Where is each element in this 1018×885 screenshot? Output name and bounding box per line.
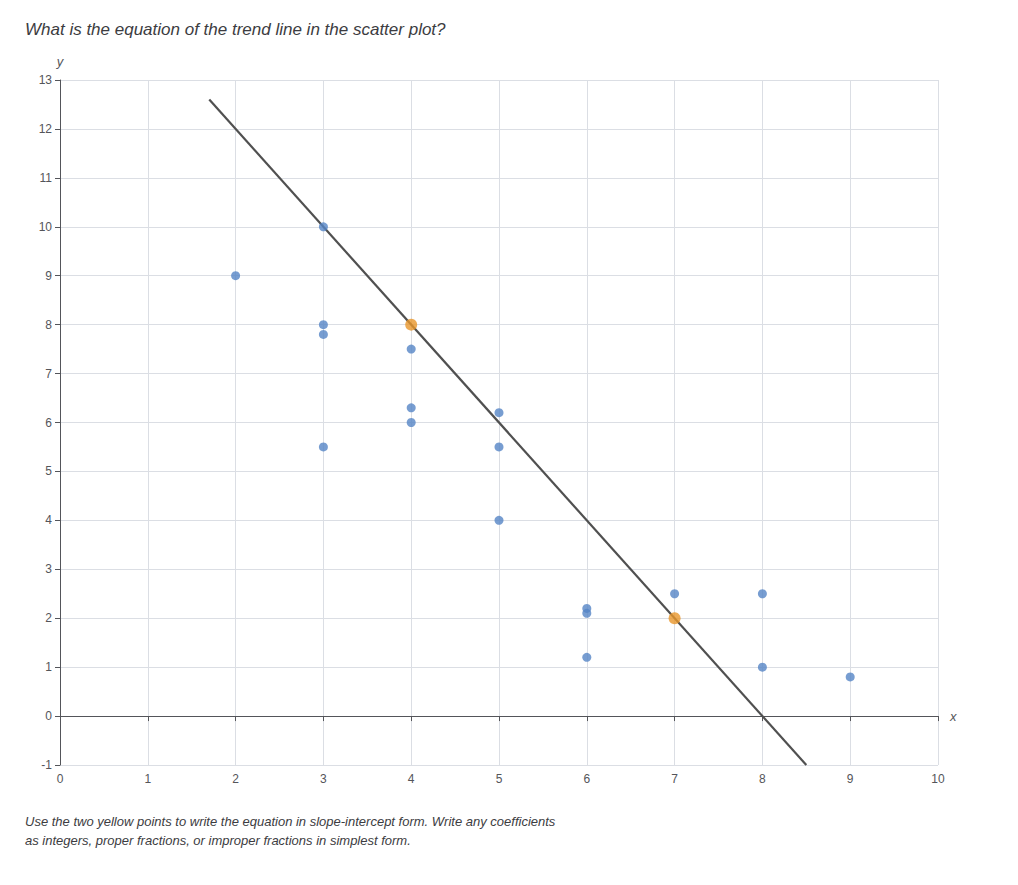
svg-text:11: 11 — [40, 171, 53, 185]
svg-text:12: 12 — [39, 122, 53, 136]
svg-text:8: 8 — [759, 772, 766, 786]
svg-text:9: 9 — [45, 269, 52, 283]
svg-text:5: 5 — [496, 772, 503, 786]
svg-text:2: 2 — [45, 611, 52, 625]
svg-text:as integers, proper fractions,: as integers, proper fractions, or improp… — [25, 833, 411, 848]
svg-text:y: y — [56, 54, 65, 69]
svg-text:10: 10 — [39, 220, 53, 234]
svg-text:6: 6 — [583, 772, 590, 786]
svg-text:-1: -1 — [41, 758, 52, 772]
svg-text:10: 10 — [931, 772, 945, 786]
svg-text:4: 4 — [45, 513, 52, 527]
svg-text:Use the two yellow points to w: Use the two yellow points to write the e… — [25, 814, 556, 829]
svg-text:8: 8 — [45, 318, 52, 332]
svg-text:4: 4 — [408, 772, 415, 786]
svg-text:0: 0 — [57, 772, 64, 786]
svg-text:What is the equation of the tr: What is the equation of the trend line i… — [25, 20, 446, 39]
svg-text:7: 7 — [45, 367, 52, 381]
svg-text:2: 2 — [232, 772, 239, 786]
svg-text:6: 6 — [45, 416, 52, 430]
svg-text:3: 3 — [45, 562, 52, 576]
svg-text:1: 1 — [45, 660, 52, 674]
svg-text:13: 13 — [39, 73, 53, 87]
svg-text:0: 0 — [45, 709, 52, 723]
svg-text:x: x — [949, 709, 957, 724]
svg-text:3: 3 — [320, 772, 327, 786]
svg-text:7: 7 — [671, 772, 678, 786]
svg-text:9: 9 — [847, 772, 854, 786]
svg-text:5: 5 — [45, 464, 52, 478]
svg-text:1: 1 — [144, 772, 151, 786]
